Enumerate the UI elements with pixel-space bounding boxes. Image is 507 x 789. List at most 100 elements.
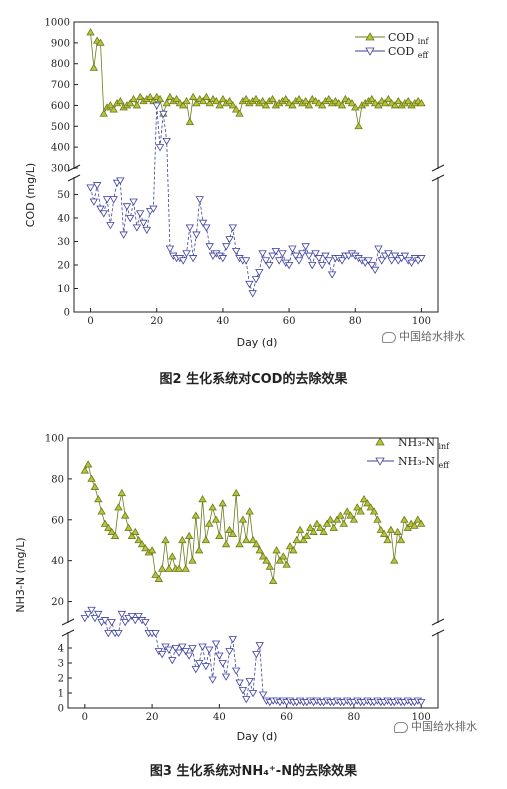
data-point-effluent <box>225 648 234 656</box>
data-point-effluent <box>258 691 268 699</box>
data-point-influent <box>161 535 170 544</box>
data-point-influent <box>83 460 93 468</box>
data-point-effluent <box>245 280 254 289</box>
data-point-effluent <box>181 648 190 656</box>
y-axis-label: NH3-N (mg/L) <box>14 537 27 612</box>
x-tick-label: 40 <box>213 712 226 723</box>
data-point-influent <box>336 511 345 519</box>
figure-caption-3: 图3 生化系统对NH₄⁺-N的去除效果 <box>149 764 358 779</box>
figure-caption-2: 图2 生化系统对COD的去除效果 <box>159 372 348 387</box>
cod-chart: COD (mg/L) Day (d) COD inf COD eff 30040… <box>24 18 445 349</box>
svg-text:NH₃-N inf: NH₃-N inf <box>398 436 450 451</box>
data-point-effluent <box>278 250 287 258</box>
data-point-effluent <box>370 266 380 274</box>
data-point-influent <box>188 92 198 100</box>
legend-label-cod-inf: COD <box>388 31 414 44</box>
data-point-effluent <box>228 636 238 644</box>
data-point-influent <box>104 523 113 531</box>
data-point-influent <box>141 544 150 552</box>
data-point-effluent <box>135 210 145 218</box>
data-point-influent <box>268 576 278 585</box>
data-point-effluent <box>194 660 204 668</box>
data-point-influent <box>231 488 241 497</box>
data-point-effluent <box>407 259 416 267</box>
data-point-influent <box>299 535 308 544</box>
data-point-influent <box>302 531 312 540</box>
legend-item-cod-eff: COD eff <box>355 45 430 60</box>
x-axis-label: Day (d) <box>237 730 278 743</box>
data-point-effluent <box>120 619 130 627</box>
data-point-effluent <box>317 262 327 270</box>
data-point-effluent <box>192 231 201 239</box>
data-point-influent <box>245 507 254 515</box>
y-tick-label: 0 <box>64 308 70 319</box>
axis-break-mark <box>431 618 445 626</box>
data-point-effluent <box>178 643 187 651</box>
data-point-effluent <box>109 196 118 204</box>
data-point-effluent <box>134 612 143 621</box>
legend-marker-triangle-up <box>365 32 375 41</box>
chat-bubble-icon <box>382 331 396 343</box>
data-point-influent <box>262 556 271 564</box>
data-point-effluent <box>314 255 324 263</box>
data-point-influent <box>90 482 100 490</box>
data-point-influent <box>305 523 315 531</box>
data-point-effluent <box>168 657 177 665</box>
data-point-influent <box>94 495 103 503</box>
data-point-influent <box>198 96 208 105</box>
data-point-influent <box>228 101 238 109</box>
data-point-influent <box>208 503 217 511</box>
data-point-effluent <box>298 250 307 258</box>
x-tick-label: 40 <box>217 316 230 327</box>
legend-sub-cod-eff: eff <box>418 51 430 60</box>
data-point-influent <box>417 99 426 107</box>
data-point-effluent <box>182 250 191 258</box>
data-point-effluent <box>215 652 224 660</box>
data-point-influent <box>309 527 318 535</box>
legend-sub-nh3n-eff: eff <box>438 461 450 470</box>
data-point-influent <box>248 535 258 544</box>
data-point-influent <box>363 499 372 507</box>
legend-label-nh3n-eff: NH₃-N <box>398 455 435 468</box>
data-point-influent <box>339 519 349 527</box>
data-point-influent <box>281 94 290 103</box>
data-point-effluent <box>174 649 184 657</box>
data-point-influent <box>185 117 195 126</box>
data-point-influent <box>238 515 248 523</box>
data-point-influent <box>241 94 251 103</box>
legend-label-cod-eff: COD <box>388 45 414 58</box>
data-point-effluent <box>241 257 251 265</box>
axis-break-mark <box>431 164 445 172</box>
data-point-effluent <box>96 205 105 213</box>
series-line-nh3-n-inf <box>84 463 422 582</box>
x-tick-label: 60 <box>280 712 293 723</box>
data-point-influent <box>155 94 165 103</box>
data-point-effluent <box>208 676 217 684</box>
data-point-effluent <box>129 198 138 206</box>
data-point-influent <box>182 96 191 105</box>
data-point-influent <box>218 94 228 103</box>
data-point-effluent <box>255 642 264 650</box>
data-point-effluent <box>221 673 231 681</box>
y-tick-label: 100 <box>45 434 64 445</box>
data-point-influent <box>131 527 140 535</box>
series-line-cod-inf <box>90 32 422 127</box>
data-point-effluent <box>83 610 93 619</box>
data-point-effluent <box>218 660 227 668</box>
data-point-effluent <box>157 651 167 659</box>
y-tick-label: 30 <box>57 237 70 248</box>
data-point-influent <box>342 507 352 515</box>
plot-frame <box>73 21 439 313</box>
data-point-effluent <box>387 257 396 265</box>
data-point-influent <box>324 94 333 103</box>
axis-break-mark <box>431 629 445 637</box>
data-point-influent <box>272 546 281 554</box>
axis-break-gap <box>432 169 444 177</box>
data-point-effluent <box>377 257 386 265</box>
data-point-effluent <box>131 617 140 625</box>
y-tick-label: 80 <box>51 474 64 485</box>
data-point-influent <box>179 101 188 109</box>
legend-item-nh3n-inf: NH₃-N inf <box>375 436 450 451</box>
data-point-influent <box>354 121 363 130</box>
data-point-influent <box>178 535 187 544</box>
